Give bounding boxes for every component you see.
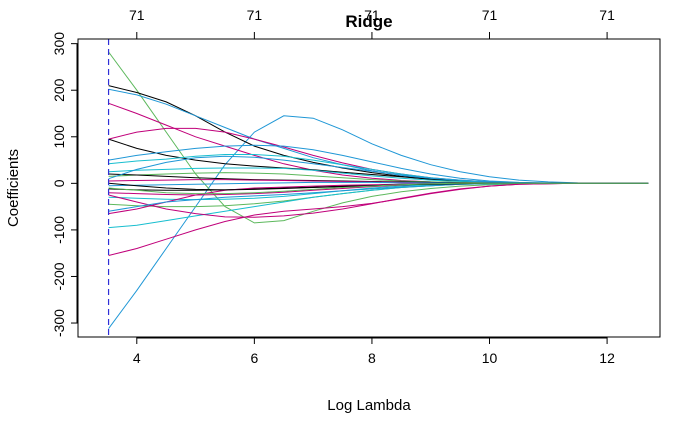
series-layer xyxy=(107,39,649,337)
x-tick-label: 12 xyxy=(599,350,615,366)
top-tick-label: 71 xyxy=(129,7,145,23)
y-axis-label: Coefficients xyxy=(5,149,22,227)
axes-layer: 4 6 8 10 12 -300 -200 -100 0 100 200 300 71 71 71 71 71 xyxy=(51,7,615,366)
top-tick-label: 71 xyxy=(599,7,615,23)
series-line-26 xyxy=(108,182,649,195)
y-tick-label: -100 xyxy=(51,216,67,244)
x-tick-label: 6 xyxy=(250,350,258,366)
series-line-2 xyxy=(108,51,649,224)
y-tick-label: 300 xyxy=(51,32,67,56)
x-axis-label: Log Lambda xyxy=(327,397,411,414)
x-tick-label: 10 xyxy=(482,350,498,366)
plot-frame xyxy=(77,38,661,338)
x-tick-label: 8 xyxy=(368,350,376,366)
y-tick-label: 200 xyxy=(51,78,67,102)
y-tick-label: 100 xyxy=(51,125,67,149)
y-tick-label: -300 xyxy=(51,309,67,337)
chart-title: Ridge xyxy=(345,12,392,31)
top-tick-label: 71 xyxy=(364,7,380,23)
y-tick-label: 0 xyxy=(51,179,67,187)
series-line-23 xyxy=(108,182,649,256)
series-line-4 xyxy=(108,88,649,184)
series-line-1 xyxy=(108,115,649,329)
x-tick-label: 4 xyxy=(133,350,141,366)
top-tick-label: 71 xyxy=(482,7,498,23)
top-tick-label: 71 xyxy=(247,7,263,23)
series-line-5 xyxy=(108,102,649,184)
y-tick-label: -200 xyxy=(51,262,67,290)
